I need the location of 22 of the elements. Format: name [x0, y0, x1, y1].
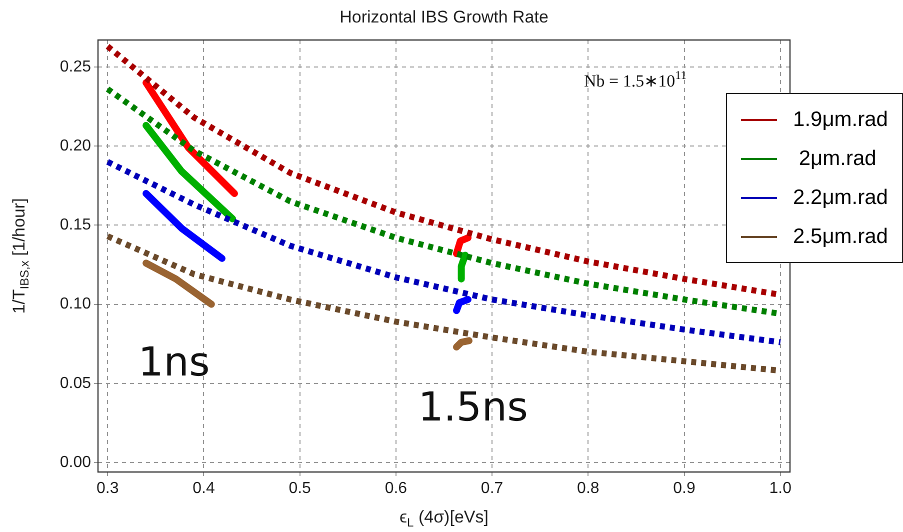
y-tick-label: 0.25 [60, 58, 92, 76]
legend-label: 2.2μm.rad [793, 186, 888, 210]
y-tick-label: 0.20 [60, 137, 92, 154]
x-tick-label: 0.4 [192, 480, 215, 498]
y-tick-label: 0.15 [60, 216, 92, 234]
legend-label: 1.9μm.rad [793, 108, 888, 132]
y-axis-title: 1/TIBS,x [1/hour] [10, 198, 32, 314]
x-tick-label: 1.0 [769, 480, 792, 498]
x-tick-label: 0.9 [673, 480, 696, 498]
y-tick-label: 0.10 [60, 296, 92, 313]
y-tick-label: 0.00 [60, 454, 92, 471]
legend-label: 2.5μm.rad [793, 224, 888, 248]
x-tick-label: 0.6 [384, 480, 408, 498]
y-tick-label: 0.05 [60, 374, 92, 392]
x-tick-label: 0.7 [480, 480, 504, 498]
annotation: 1ns [138, 339, 210, 386]
x-tick-label: 0.8 [577, 480, 600, 498]
x-tick-label: 0.3 [96, 480, 119, 498]
x-tick-label: 0.5 [288, 480, 312, 498]
annotation: 1.5ns [418, 384, 528, 430]
legend-label: 2μm.rad [798, 146, 876, 170]
chart-title: Horizontal IBS Growth Rate [340, 8, 548, 27]
